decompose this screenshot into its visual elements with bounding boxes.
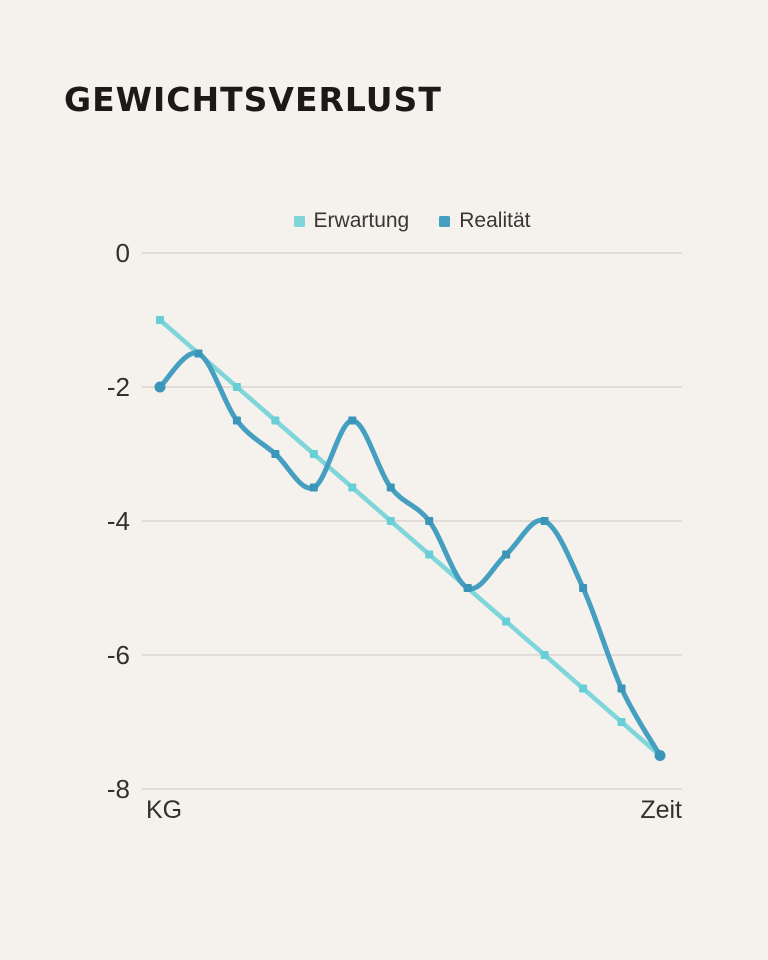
legend-label-realitaet: Realität <box>459 209 531 232</box>
y-axis-tick-label-4: -8 <box>106 774 130 804</box>
realitaet-swatch-icon <box>439 215 451 227</box>
erwartung-swatch-icon <box>293 215 305 227</box>
y-axis-tick-label-1: -2 <box>106 372 130 402</box>
chart-title: GEWICHTSVERLUST <box>64 80 442 119</box>
y-axis-tick-label-2: -4 <box>106 506 130 536</box>
legend-item-realitaet: Realität <box>439 209 530 233</box>
y-axis-tick-label-0: 0 <box>115 238 130 268</box>
chart-legend: Erwartung Realität <box>142 209 682 233</box>
y-axis-tick-label-3: -6 <box>106 640 130 670</box>
y-axis-unit-label: KG <box>146 796 183 824</box>
x-axis-label: Zeit <box>640 796 682 824</box>
legend-item-erwartung: Erwartung <box>293 209 410 233</box>
legend-label-erwartung: Erwartung <box>313 209 410 232</box>
